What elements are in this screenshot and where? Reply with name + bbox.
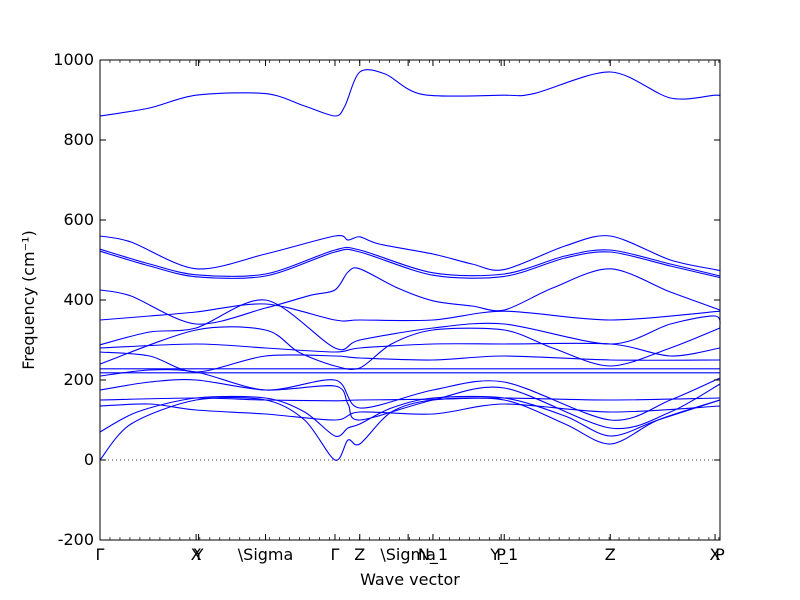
phonon-branch-1 xyxy=(99,69,721,117)
phonon-branch-7 xyxy=(99,299,721,351)
series-layer xyxy=(99,69,721,461)
y-tick-label: 0 xyxy=(84,450,94,469)
phonon-branch-5 xyxy=(99,267,721,325)
x-tick-label: \Sigma xyxy=(380,545,436,564)
x-axis-title: Wave vector xyxy=(360,570,460,589)
x-tick-label: Y xyxy=(193,545,204,564)
y-tick-label: 800 xyxy=(63,130,94,149)
x-tick-label: Z xyxy=(354,545,365,564)
phonon-branch-9 xyxy=(99,342,721,357)
y-tick-label: 600 xyxy=(63,210,94,229)
plot-frame xyxy=(99,59,721,541)
phonon-branch-2 xyxy=(99,235,721,272)
y-tick-label: 200 xyxy=(63,370,94,389)
y-tick-label: 1000 xyxy=(53,50,94,69)
phonon-branch-13 xyxy=(99,369,721,421)
x-tick-label: X xyxy=(710,545,721,564)
x-tick-label: Z xyxy=(605,545,616,564)
x-tick-label: Y_1 xyxy=(489,545,518,565)
y-tick-label: -200 xyxy=(58,530,94,549)
phonon-branch-4 xyxy=(99,248,721,279)
phonon-branch-16 xyxy=(99,403,721,421)
x-tick-label: N_1 xyxy=(418,545,448,565)
phonon-branch-8 xyxy=(99,326,721,371)
x-tick-label: \Sigma xyxy=(238,545,294,564)
y-axis-title: Frequency (cm⁻¹) xyxy=(19,230,38,369)
phonon-branch-14 xyxy=(99,379,721,430)
phonon-branch-3 xyxy=(99,246,721,277)
x-tick-label: X xyxy=(191,545,202,564)
x-tick-label: Γ xyxy=(96,545,105,564)
x-tick-label: P xyxy=(715,545,725,564)
phonon-branch-6 xyxy=(99,303,721,322)
y-tick-label: 400 xyxy=(63,290,94,309)
x-tick-label: P xyxy=(496,545,506,564)
x-tick-label: Γ xyxy=(331,545,340,564)
y-axis: -200 0 200 400 600 800 1000 xyxy=(53,50,720,549)
phonon-branch-17 xyxy=(99,395,721,437)
phonon-branch-18 xyxy=(99,396,721,461)
